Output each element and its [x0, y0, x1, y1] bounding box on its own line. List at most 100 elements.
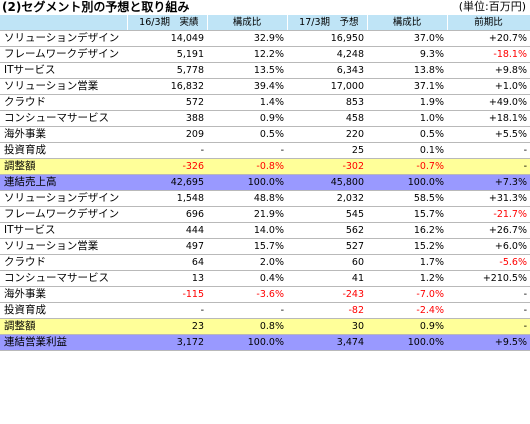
fy16-ratio-cell: 14.0%	[207, 222, 287, 239]
yoy-cell: -	[447, 302, 530, 319]
yoy-cell: -	[447, 158, 530, 175]
fy16-ratio-cell: 39.4%	[207, 78, 287, 95]
fy16-actual-cell: 3,172	[127, 334, 207, 351]
fy16-ratio-cell: 13.5%	[207, 62, 287, 79]
fy17-ratio-cell: 58.5%	[367, 190, 447, 207]
fy17-ratio-cell: 1.0%	[367, 110, 447, 127]
fy17-ratio-cell: 37.0%	[367, 30, 447, 47]
yoy-cell: +9.5%	[447, 334, 530, 351]
fy17-forecast-cell: 17,000	[287, 78, 367, 95]
table-row: コンシューマサービス 13 0.4% 41 1.2% +210.5%	[0, 270, 530, 287]
fy17-ratio-cell: 13.8%	[367, 62, 447, 79]
label-cell: ソリューション営業	[0, 238, 127, 255]
fy16-actual-cell: 13	[127, 270, 207, 287]
fy16-ratio-cell: 0.4%	[207, 270, 287, 287]
table-row: ソリューション営業 497 15.7% 527 15.2% +6.0%	[0, 238, 530, 255]
fy16-ratio-cell: 0.5%	[207, 126, 287, 143]
fy16-ratio-cell: -	[207, 142, 287, 159]
table-row: フレームワークデザイン 696 21.9% 545 15.7% -21.7%	[0, 206, 530, 223]
table-body: ソリューションデザイン 14,049 32.9% 16,950 37.0% +20.7% フ…	[0, 30, 530, 351]
fy17-ratio-cell: 0.1%	[367, 142, 447, 159]
table-row: フレームワークデザイン 5,191 12.2% 4,248 9.3% -18.1%	[0, 46, 530, 63]
fy16-ratio-cell: -3.6%	[207, 286, 287, 303]
fy17-forecast-cell: 562	[287, 222, 367, 239]
header-ratio-fy16: 構成比	[207, 15, 288, 31]
label-cell: フレームワークデザイン	[0, 206, 127, 223]
fy17-ratio-cell: 15.7%	[367, 206, 447, 223]
fy17-ratio-cell: -2.4%	[367, 302, 447, 319]
yoy-cell: +7.3%	[447, 174, 530, 191]
yoy-cell: -	[447, 286, 530, 303]
fy16-actual-cell: -115	[127, 286, 207, 303]
label-cell: クラウド	[0, 254, 127, 271]
fy17-forecast-cell: 30	[287, 318, 367, 335]
label-cell: 海外事業	[0, 286, 127, 303]
yoy-cell: +1.0%	[447, 78, 530, 95]
table-row: 海外事業 -115 -3.6% -243 -7.0% -	[0, 286, 530, 303]
yoy-cell: +9.8%	[447, 62, 530, 79]
yoy-cell: +18.1%	[447, 110, 530, 127]
fy17-forecast-cell: 60	[287, 254, 367, 271]
fy16-ratio-cell: 0.8%	[207, 318, 287, 335]
yoy-cell: +49.0%	[447, 94, 530, 111]
label-cell: コンシューマサービス	[0, 270, 127, 287]
fy16-actual-cell: 5,191	[127, 46, 207, 63]
fy16-ratio-cell: 21.9%	[207, 206, 287, 223]
fy17-ratio-cell: 0.9%	[367, 318, 447, 335]
fy16-ratio-cell: 48.8%	[207, 190, 287, 207]
label-cell: 海外事業	[0, 126, 127, 143]
adjustment-row: 調整額 23 0.8% 30 0.9% -	[0, 318, 530, 335]
yoy-cell: +5.5%	[447, 126, 530, 143]
fy17-forecast-cell: 3,474	[287, 334, 367, 351]
header-blank	[0, 15, 128, 31]
yoy-cell: -5.6%	[447, 254, 530, 271]
label-cell: ITサービス	[0, 222, 127, 239]
yoy-cell: +6.0%	[447, 238, 530, 255]
fy17-forecast-cell: -243	[287, 286, 367, 303]
fy16-ratio-cell: 12.2%	[207, 46, 287, 63]
fy16-ratio-cell: 2.0%	[207, 254, 287, 271]
table-row: クラウド 572 1.4% 853 1.9% +49.0%	[0, 94, 530, 111]
table-row: ソリューションデザイン 1,548 48.8% 2,032 58.5% +31.3%	[0, 190, 530, 207]
fy16-actual-cell: 444	[127, 222, 207, 239]
label-cell: 投資育成	[0, 142, 127, 159]
label-cell: 調整額	[0, 318, 127, 335]
fy17-forecast-cell: 2,032	[287, 190, 367, 207]
table-row: 投資育成 - - -82 -2.4% -	[0, 302, 530, 319]
fy17-forecast-cell: 853	[287, 94, 367, 111]
fy17-forecast-cell: -302	[287, 158, 367, 175]
table-row: ソリューション営業 16,832 39.4% 17,000 37.1% +1.0%	[0, 78, 530, 95]
label-cell: 投資育成	[0, 302, 127, 319]
header-ratio-fy17: 構成比	[367, 15, 448, 31]
fy17-ratio-cell: 15.2%	[367, 238, 447, 255]
total-row: 連結営業利益 3,172 100.0% 3,474 100.0% +9.5%	[0, 334, 530, 351]
yoy-cell: -	[447, 142, 530, 159]
fy17-forecast-cell: 25	[287, 142, 367, 159]
fy17-forecast-cell: 220	[287, 126, 367, 143]
fy17-forecast-cell: 527	[287, 238, 367, 255]
fy17-ratio-cell: 1.9%	[367, 94, 447, 111]
table-row: クラウド 64 2.0% 60 1.7% -5.6%	[0, 254, 530, 271]
yoy-cell: -18.1%	[447, 46, 530, 63]
label-cell: 調整額	[0, 158, 127, 175]
segment-table: 16/3期 実績 構成比 17/3期 予想 構成比 前期比 ソリューションデザイ…	[0, 15, 530, 351]
fy16-actual-cell: 16,832	[127, 78, 207, 95]
fy17-ratio-cell: 9.3%	[367, 46, 447, 63]
label-cell: ソリューション営業	[0, 78, 127, 95]
table-row: ITサービス 5,778 13.5% 6,343 13.8% +9.8%	[0, 62, 530, 79]
fy16-ratio-cell: -0.8%	[207, 158, 287, 175]
yoy-cell: +26.7%	[447, 222, 530, 239]
fy17-ratio-cell: 1.2%	[367, 270, 447, 287]
fy16-actual-cell: 1,548	[127, 190, 207, 207]
fy17-forecast-cell: 458	[287, 110, 367, 127]
header-yoy: 前期比	[447, 15, 530, 31]
yoy-cell: -21.7%	[447, 206, 530, 223]
fy16-ratio-cell: 32.9%	[207, 30, 287, 47]
fy16-actual-cell: 64	[127, 254, 207, 271]
fy16-ratio-cell: 100.0%	[207, 334, 287, 351]
fy17-ratio-cell: 16.2%	[367, 222, 447, 239]
fy16-ratio-cell: 100.0%	[207, 174, 287, 191]
fy16-ratio-cell: 15.7%	[207, 238, 287, 255]
fy16-ratio-cell: 0.9%	[207, 110, 287, 127]
